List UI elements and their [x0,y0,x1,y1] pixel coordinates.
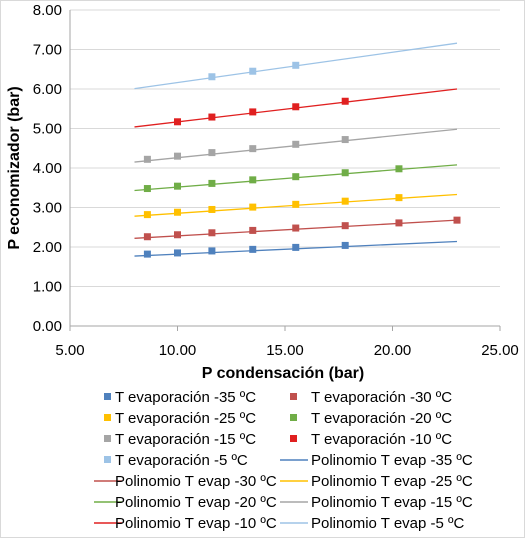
axes: 0.00 1.00 2.00 3.00 4.00 5.00 6.00 7.00 8.00 5.00… [33,2,519,359]
data-point [395,194,403,202]
data-point [208,149,216,157]
legend-label: T evaporación -35 ºC [115,389,256,406]
data-point [292,173,300,181]
x-axis-title: P condensación (bar) [202,365,364,382]
data-point [292,61,300,69]
data-point [143,233,151,241]
y-tick-label: 6.00 [33,81,62,98]
data-point [174,182,181,190]
legend-label: Polinomio T evap -30 ºC [115,473,277,490]
data-point [174,231,181,239]
legend-label: Polinomio T evap -35 ºC [311,452,473,469]
y-tick-label: 3.00 [33,200,62,217]
y-tick-label: 7.00 [33,42,62,59]
legend-label: T evaporación -5 ºC [115,452,248,469]
data-point [249,108,257,116]
data-point [341,169,349,177]
legend-label: T evaporación -30 ºC [311,389,452,406]
x-tick-label: 15.00 [266,342,304,359]
y-axis-title: P economizador (bar) [6,86,23,249]
data-point [341,97,349,105]
data-point [174,152,181,160]
y-tick-label: 2.00 [33,239,62,256]
data-point [143,185,151,193]
legend-label: Polinomio T evap -5 ºC [311,515,465,532]
data-point [174,118,181,126]
data-point [341,136,349,144]
legend-marker [290,393,297,400]
data-point [249,145,257,153]
legend-marker [104,414,111,421]
data-point [208,205,216,213]
data-point [249,245,257,253]
legend: T evaporación -35 ºC T evaporación -30 ºC… [94,389,473,532]
legend-marker [104,456,111,463]
data-point [395,165,403,173]
data-point [249,67,257,75]
legend-marker [104,393,111,400]
data-point [292,224,300,232]
legend-label: Polinomio T evap -10 ºC [115,515,277,532]
data-point [341,241,349,249]
data-point [395,219,403,227]
x-tick-label: 25.00 [481,342,519,359]
y-tick-label: 4.00 [33,160,62,177]
data-point [341,222,349,230]
data-point [249,226,257,234]
data-point [292,103,300,111]
data-point [174,208,181,216]
data-point [143,211,151,219]
data-point [249,176,257,184]
data-point [292,243,300,251]
legend-label: T evaporación -15 ºC [115,431,256,448]
data-point [208,229,216,237]
data-point [208,73,216,81]
legend-marker [290,414,297,421]
legend-label: Polinomio T evap -20 ºC [115,494,277,511]
x-tick-label: 10.00 [159,342,197,359]
y-tick-label: 1.00 [33,279,62,296]
x-tick-label: 5.00 [55,342,84,359]
data-point [208,179,216,187]
legend-label: T evaporación -25 ºC [115,410,256,427]
legend-label: T evaporación -20 ºC [311,410,452,427]
legend-marker [290,435,297,442]
data-point [174,249,181,257]
data-point [292,140,300,148]
data-point [341,197,349,205]
y-tick-label: 0.00 [33,318,62,335]
data-point [453,216,461,224]
legend-label: Polinomio T evap -15 ºC [311,494,473,511]
x-tick-label: 20.00 [374,342,412,359]
data-point [143,155,151,163]
legend-label: T evaporación -10 ºC [311,431,452,448]
data-points [143,61,461,258]
legend-marker [104,435,111,442]
y-tick-label: 5.00 [33,121,62,138]
legend-label: Polinomio T evap -25 ºC [311,473,473,490]
data-point [143,250,151,258]
data-point [292,200,300,208]
data-point [208,113,216,121]
y-tick-label: 8.00 [33,2,62,19]
data-point [208,247,216,255]
data-point [249,203,257,211]
